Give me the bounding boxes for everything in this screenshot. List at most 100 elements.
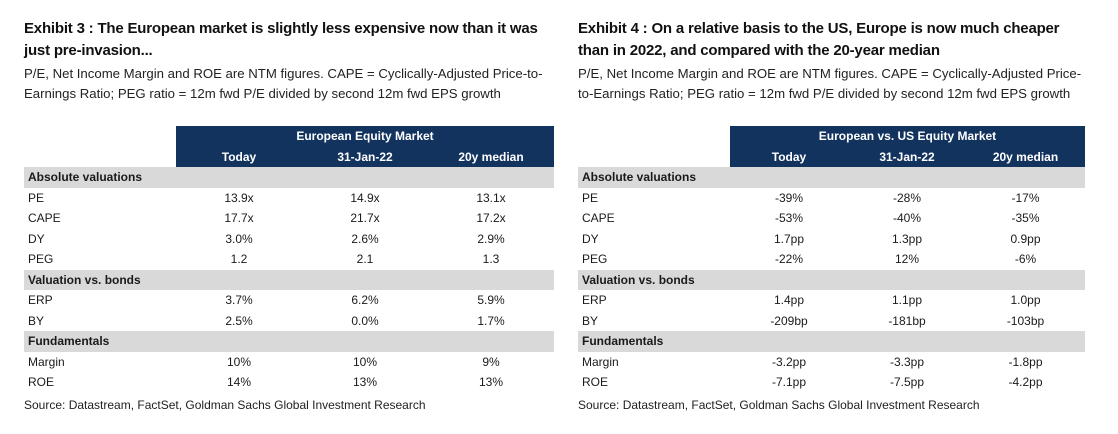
table-cell: -103bp [1006, 313, 1045, 328]
row-label: DY [582, 231, 599, 246]
row-label: CAPE [582, 211, 615, 225]
exhibit-3-title: Exhibit 3 : The European market is sligh… [24, 20, 538, 59]
section-label: Absolute valuations [578, 167, 1085, 188]
table-cell: 2.6% [351, 231, 379, 246]
row-label: PEG [582, 252, 608, 266]
table-cell: 17.2x [476, 211, 506, 225]
section-label: Fundamentals [24, 331, 554, 352]
table-cell: 21.7x [350, 211, 380, 225]
table-cell: 13% [352, 375, 378, 389]
row-label: BY [582, 313, 599, 328]
table-row: PEG -22% 12% -6% [578, 249, 1085, 270]
table-cell: 1.4pp [773, 293, 805, 307]
row-label: Margin [28, 354, 65, 369]
table-cell: -209bp [770, 313, 808, 328]
column-header-20y-median: 20y median [428, 146, 554, 167]
column-header-31-jan-22: 31-Jan-22 [302, 146, 428, 167]
table-cell: 3.0% [225, 231, 253, 246]
section-label: Fundamentals [578, 331, 1085, 352]
row-label: ROE [28, 375, 55, 389]
row-label: ERP [582, 293, 607, 307]
table-cell: -39% [774, 190, 803, 205]
exhibit-4-subtitle: P/E, Net Income Margin and ROE are NTM f… [578, 66, 1082, 101]
table-cell: 9% [482, 354, 500, 369]
table-cell: 2.1 [356, 252, 374, 266]
section-label: Valuation vs. bonds [578, 269, 1085, 290]
table-cell: 6.2% [351, 293, 379, 307]
table-row: CAPE 17.7x 21.7x 17.2x [24, 208, 554, 229]
table-cell: 14.9x [350, 190, 380, 205]
table-row: DY 1.7pp 1.3pp 0.9pp [578, 229, 1085, 250]
exhibit-3-source: Source: Datastream, FactSet, Goldman Sac… [24, 398, 426, 412]
table-cell: 0.9pp [1010, 231, 1041, 246]
section-row: Fundamentals [578, 331, 1085, 352]
column-header-today: Today [730, 146, 848, 167]
table-row: PE 13.9x 14.9x 13.1x [24, 188, 554, 209]
table-cell: 1.1pp [891, 293, 923, 307]
table-cell: 1.3pp [891, 231, 923, 246]
table-cell: 13% [478, 375, 504, 389]
table-cell: 17.7x [224, 211, 254, 225]
section-row: Absolute valuations [578, 167, 1085, 188]
row-label: PEG [28, 252, 54, 266]
table-cell: -53% [774, 211, 803, 225]
table-cell: 2.9% [477, 231, 505, 246]
exhibit-4-table: European vs. US Equity Market Today 31-J… [578, 126, 1085, 393]
row-label: ERP [28, 293, 53, 307]
row-label: PE [28, 190, 45, 205]
table-cell: 1.2 [230, 252, 248, 266]
table-cell: -7.1pp [771, 375, 807, 389]
exhibit-4-source: Source: Datastream, FactSet, Goldman Sac… [578, 398, 980, 412]
table-row: Margin -3.2pp -3.3pp -1.8pp [578, 352, 1085, 373]
table-cell: 1.3 [482, 252, 500, 266]
table-cell: -1.8pp [1008, 354, 1043, 369]
table-cell: 5.9% [477, 293, 505, 307]
row-label: BY [28, 313, 45, 328]
table-header-blank [578, 146, 730, 167]
table-cell: -22% [774, 252, 803, 266]
section-row: Valuation vs. bonds [578, 269, 1085, 290]
table-row: PE -39% -28% -17% [578, 188, 1085, 209]
table-row: DY 3.0% 2.6% 2.9% [24, 229, 554, 250]
row-label: PE [582, 190, 599, 205]
column-header-20y-median: 20y median [966, 146, 1085, 167]
table-row: ERP 3.7% 6.2% 5.9% [24, 290, 554, 311]
exhibit-3-table: European Equity Market Today 31-Jan-22 2… [24, 126, 554, 393]
table-row: ERP 1.4pp 1.1pp 1.0pp [578, 290, 1085, 311]
table-cell: 10% [352, 354, 378, 369]
table-cell: -17% [1011, 190, 1040, 205]
table-header-blank [24, 146, 176, 167]
table-row: PEG 1.2 2.1 1.3 [24, 249, 554, 270]
table-row: BY -209bp -181bp -103bp [578, 311, 1085, 332]
table-cell: 13.1x [476, 190, 506, 205]
table-cell: -3.2pp [771, 354, 807, 369]
table-row: CAPE -53% -40% -35% [578, 208, 1085, 229]
section-label: Valuation vs. bonds [24, 269, 554, 290]
section-row: Absolute valuations [24, 167, 554, 188]
section-row: Valuation vs. bonds [24, 269, 554, 290]
table-cell: 10% [226, 354, 252, 369]
table-row: ROE 14% 13% 13% [24, 372, 554, 393]
column-header-today: Today [176, 146, 302, 167]
table-cell: 2.5% [225, 313, 253, 328]
table-cell: 1.7% [477, 313, 505, 328]
table-cell: -7.5pp [889, 375, 925, 389]
row-label: ROE [582, 375, 609, 389]
exhibit-3-subtitle: P/E, Net Income Margin and ROE are NTM f… [24, 66, 543, 101]
column-header-31-jan-22: 31-Jan-22 [848, 146, 966, 167]
table-cell: -3.3pp [889, 354, 925, 369]
table-row: ROE -7.1pp -7.5pp -4.2pp [578, 372, 1085, 393]
section-label: Absolute valuations [24, 167, 554, 188]
table-cell: -6% [1014, 252, 1037, 266]
table-group-header: European Equity Market [176, 126, 554, 147]
table-row: Margin 10% 10% 9% [24, 352, 554, 373]
table-header-blank [578, 126, 730, 147]
exhibit-4-title: Exhibit 4 : On a relative basis to the U… [578, 20, 1060, 59]
row-label: DY [28, 231, 45, 246]
table-cell: 1.0pp [1010, 293, 1041, 307]
table-cell: -4.2pp [1008, 375, 1043, 389]
table-header-blank [24, 126, 176, 147]
table-cell: -40% [892, 211, 921, 225]
table-cell: 14% [226, 375, 252, 389]
table-cell: -181bp [888, 313, 926, 328]
